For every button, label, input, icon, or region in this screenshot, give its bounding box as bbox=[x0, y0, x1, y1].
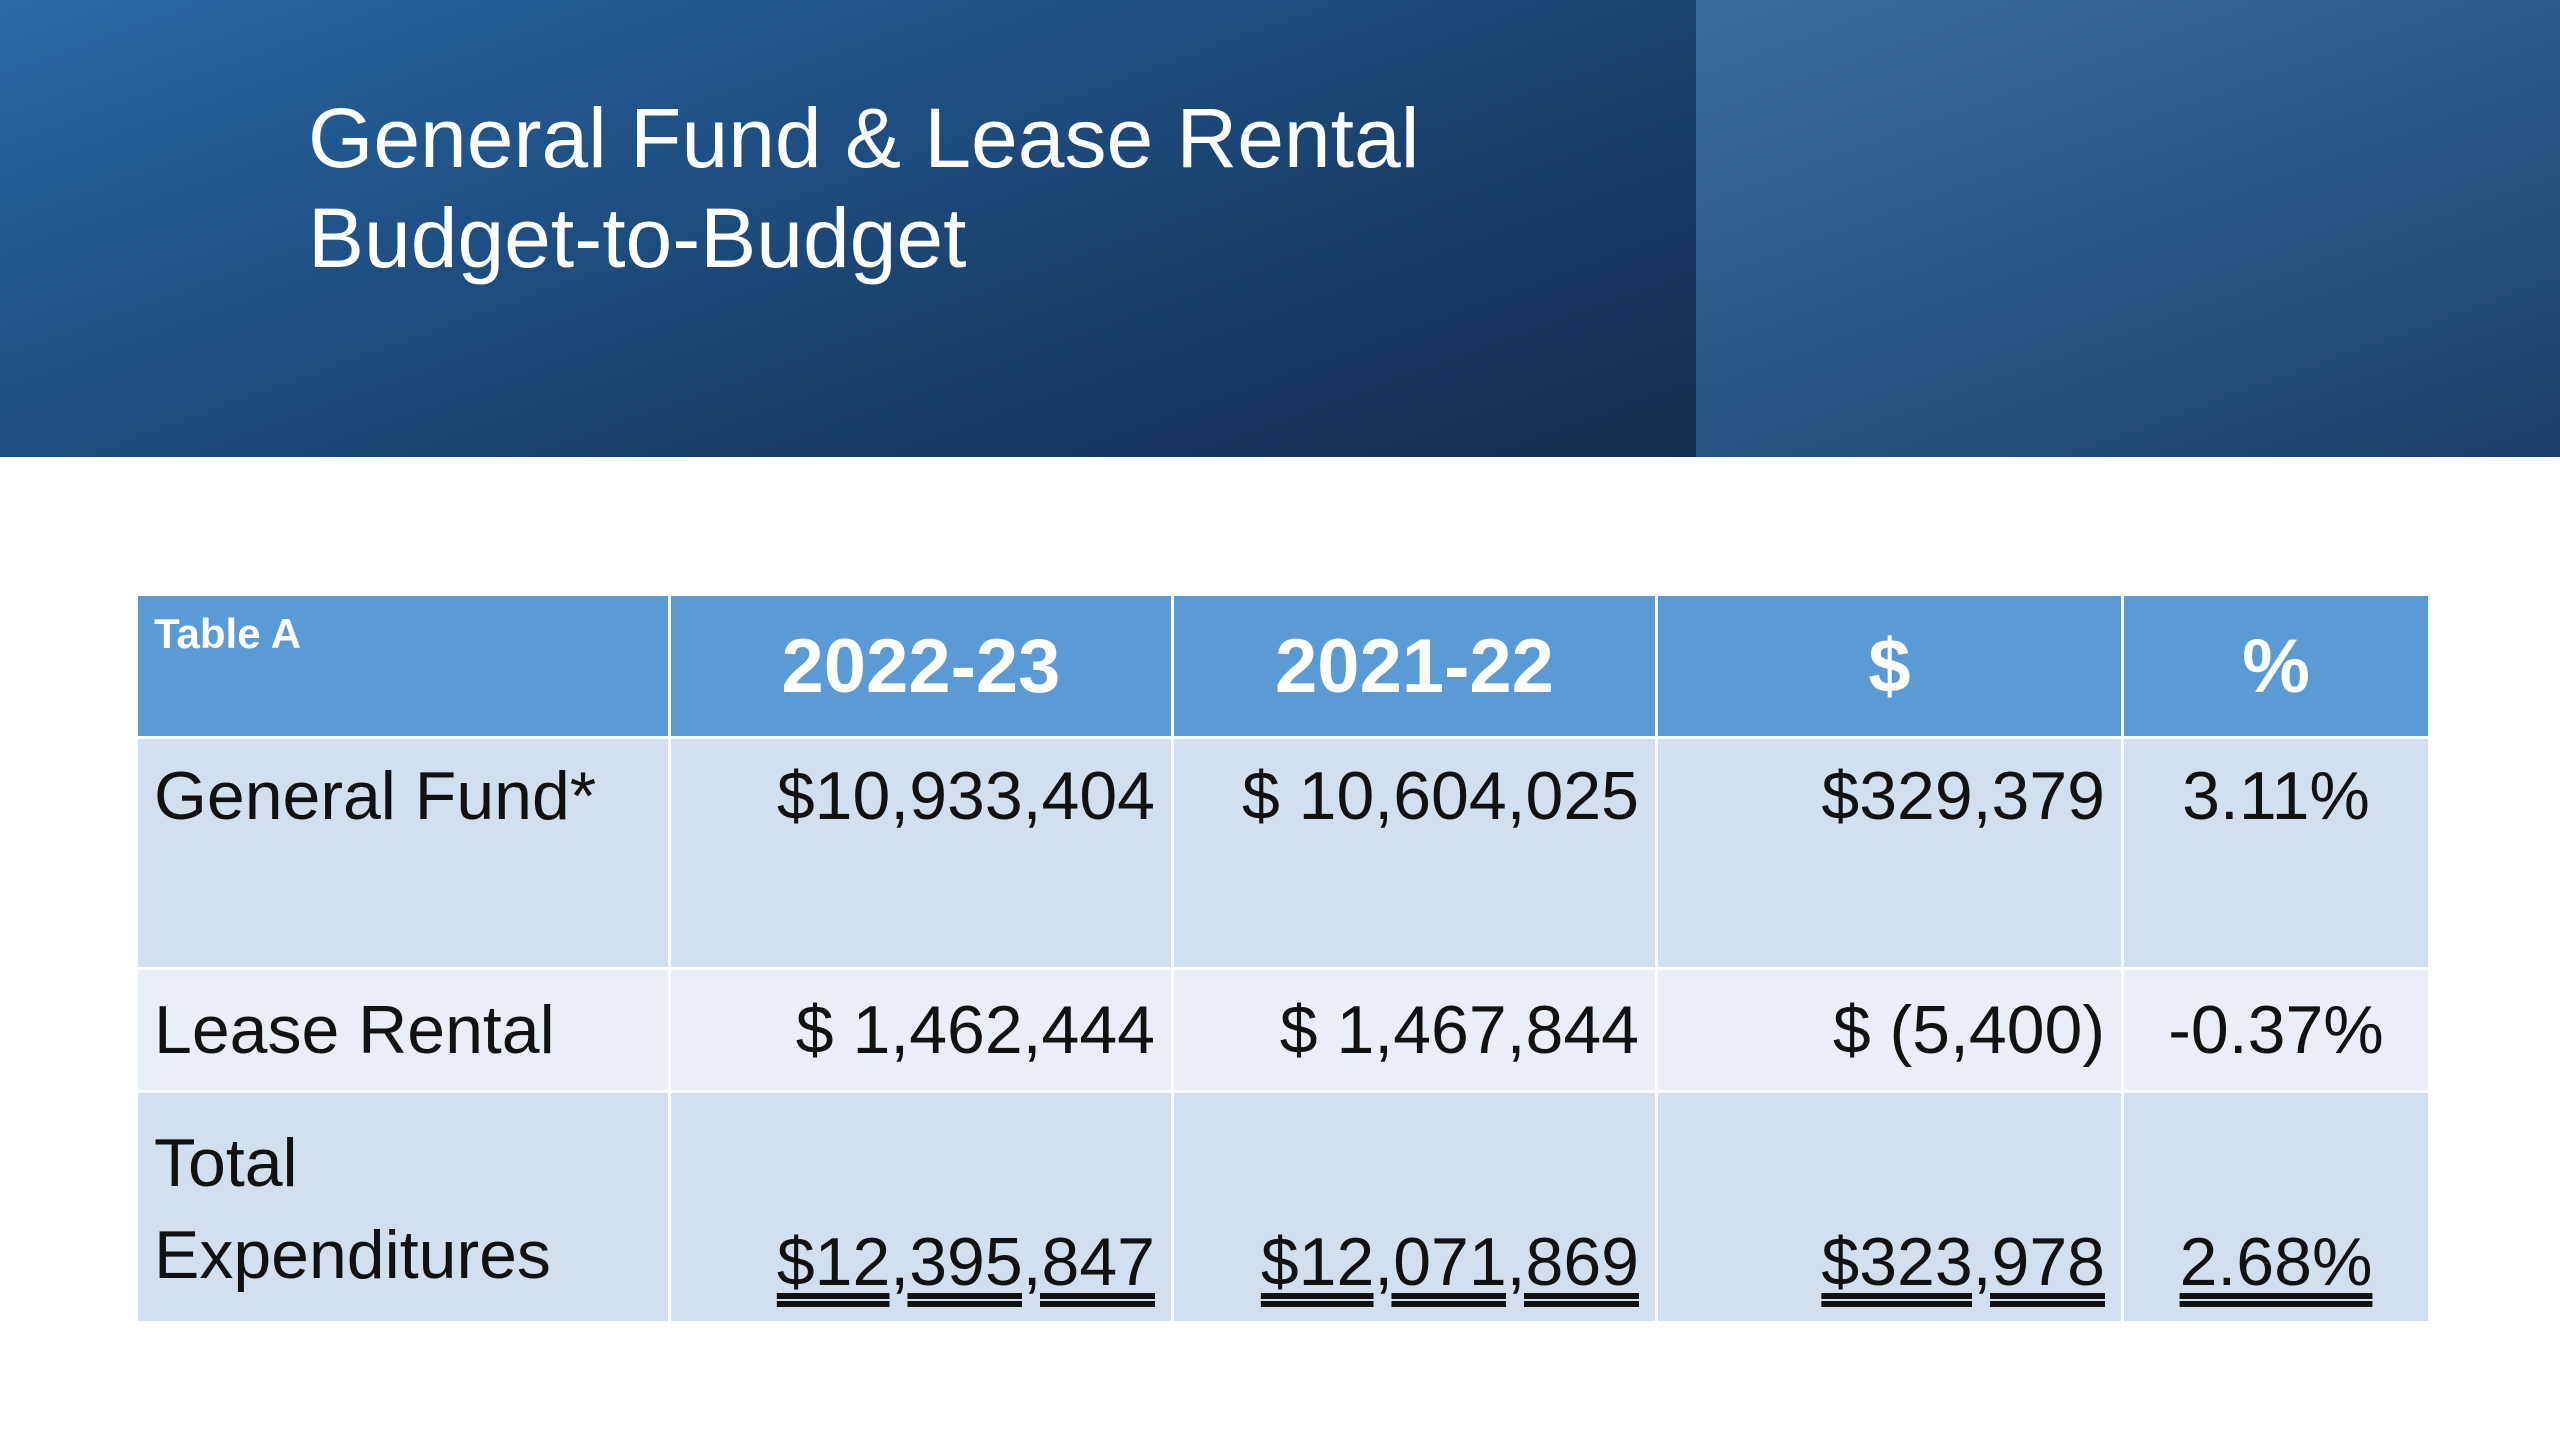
total-2021-22-value: $12,071,869 bbox=[1260, 1224, 1639, 1300]
header-2022-23: 2022-23 bbox=[668, 593, 1174, 739]
cell-general-fund-2022-23: $10,933,404 bbox=[668, 736, 1174, 970]
cell-total-percent: 2.68% bbox=[2121, 1090, 2431, 1324]
slide-title-line2: Budget-to-Budget bbox=[308, 191, 967, 285]
cell-total-2022-23: $12,395,847 bbox=[668, 1090, 1174, 1324]
cell-lease-rental-2022-23: $ 1,462,444 bbox=[668, 967, 1174, 1093]
total-percent-value: 2.68% bbox=[2179, 1224, 2373, 1300]
cell-general-fund-percent: 3.11% bbox=[2121, 736, 2431, 970]
row-label-total-line2: Expenditures bbox=[154, 1217, 551, 1293]
header-band bbox=[0, 0, 1696, 457]
cell-total-dollar: $323,978 bbox=[1655, 1090, 2124, 1324]
cell-general-fund-2021-22: $ 10,604,025 bbox=[1171, 736, 1658, 970]
table-row-total: Total Expenditures $12,395,847 $12,071,8… bbox=[135, 1090, 2431, 1324]
table-header-row: Table A 2022-23 2021-22 $ % bbox=[135, 593, 2431, 739]
header-percent-change: % bbox=[2121, 593, 2431, 739]
header-2021-22: 2021-22 bbox=[1171, 593, 1658, 739]
table-row-general-fund: General Fund* $10,933,404 $ 10,604,025 $… bbox=[135, 736, 2431, 970]
cell-lease-rental-percent: -0.37% bbox=[2121, 967, 2431, 1093]
cell-general-fund-dollar: $329,379 bbox=[1655, 736, 2124, 970]
row-label-general-fund: General Fund* bbox=[135, 736, 671, 970]
slide-title: General Fund & Lease Rental Budget-to-Bu… bbox=[308, 88, 1648, 288]
cell-total-2021-22: $12,071,869 bbox=[1171, 1090, 1658, 1324]
row-label-total-line1: Total bbox=[154, 1125, 298, 1201]
total-dollar-value: $323,978 bbox=[1821, 1224, 2105, 1300]
table-corner-label: Table A bbox=[135, 593, 671, 739]
budget-table: Table A 2022-23 2021-22 $ % General Fund… bbox=[135, 593, 2431, 1324]
table-row-lease-rental: Lease Rental $ 1,462,444 $ 1,467,844 $ (… bbox=[135, 967, 2431, 1093]
row-label-lease-rental: Lease Rental bbox=[135, 967, 671, 1093]
cell-lease-rental-dollar: $ (5,400) bbox=[1655, 967, 2124, 1093]
header-panel bbox=[1696, 0, 2560, 457]
header-dollar-change: $ bbox=[1655, 593, 2124, 739]
total-2022-23-value: $12,395,847 bbox=[776, 1224, 1155, 1300]
slide-title-line1: General Fund & Lease Rental bbox=[308, 91, 1420, 185]
row-label-total: Total Expenditures bbox=[135, 1090, 671, 1324]
cell-lease-rental-2021-22: $ 1,467,844 bbox=[1171, 967, 1658, 1093]
